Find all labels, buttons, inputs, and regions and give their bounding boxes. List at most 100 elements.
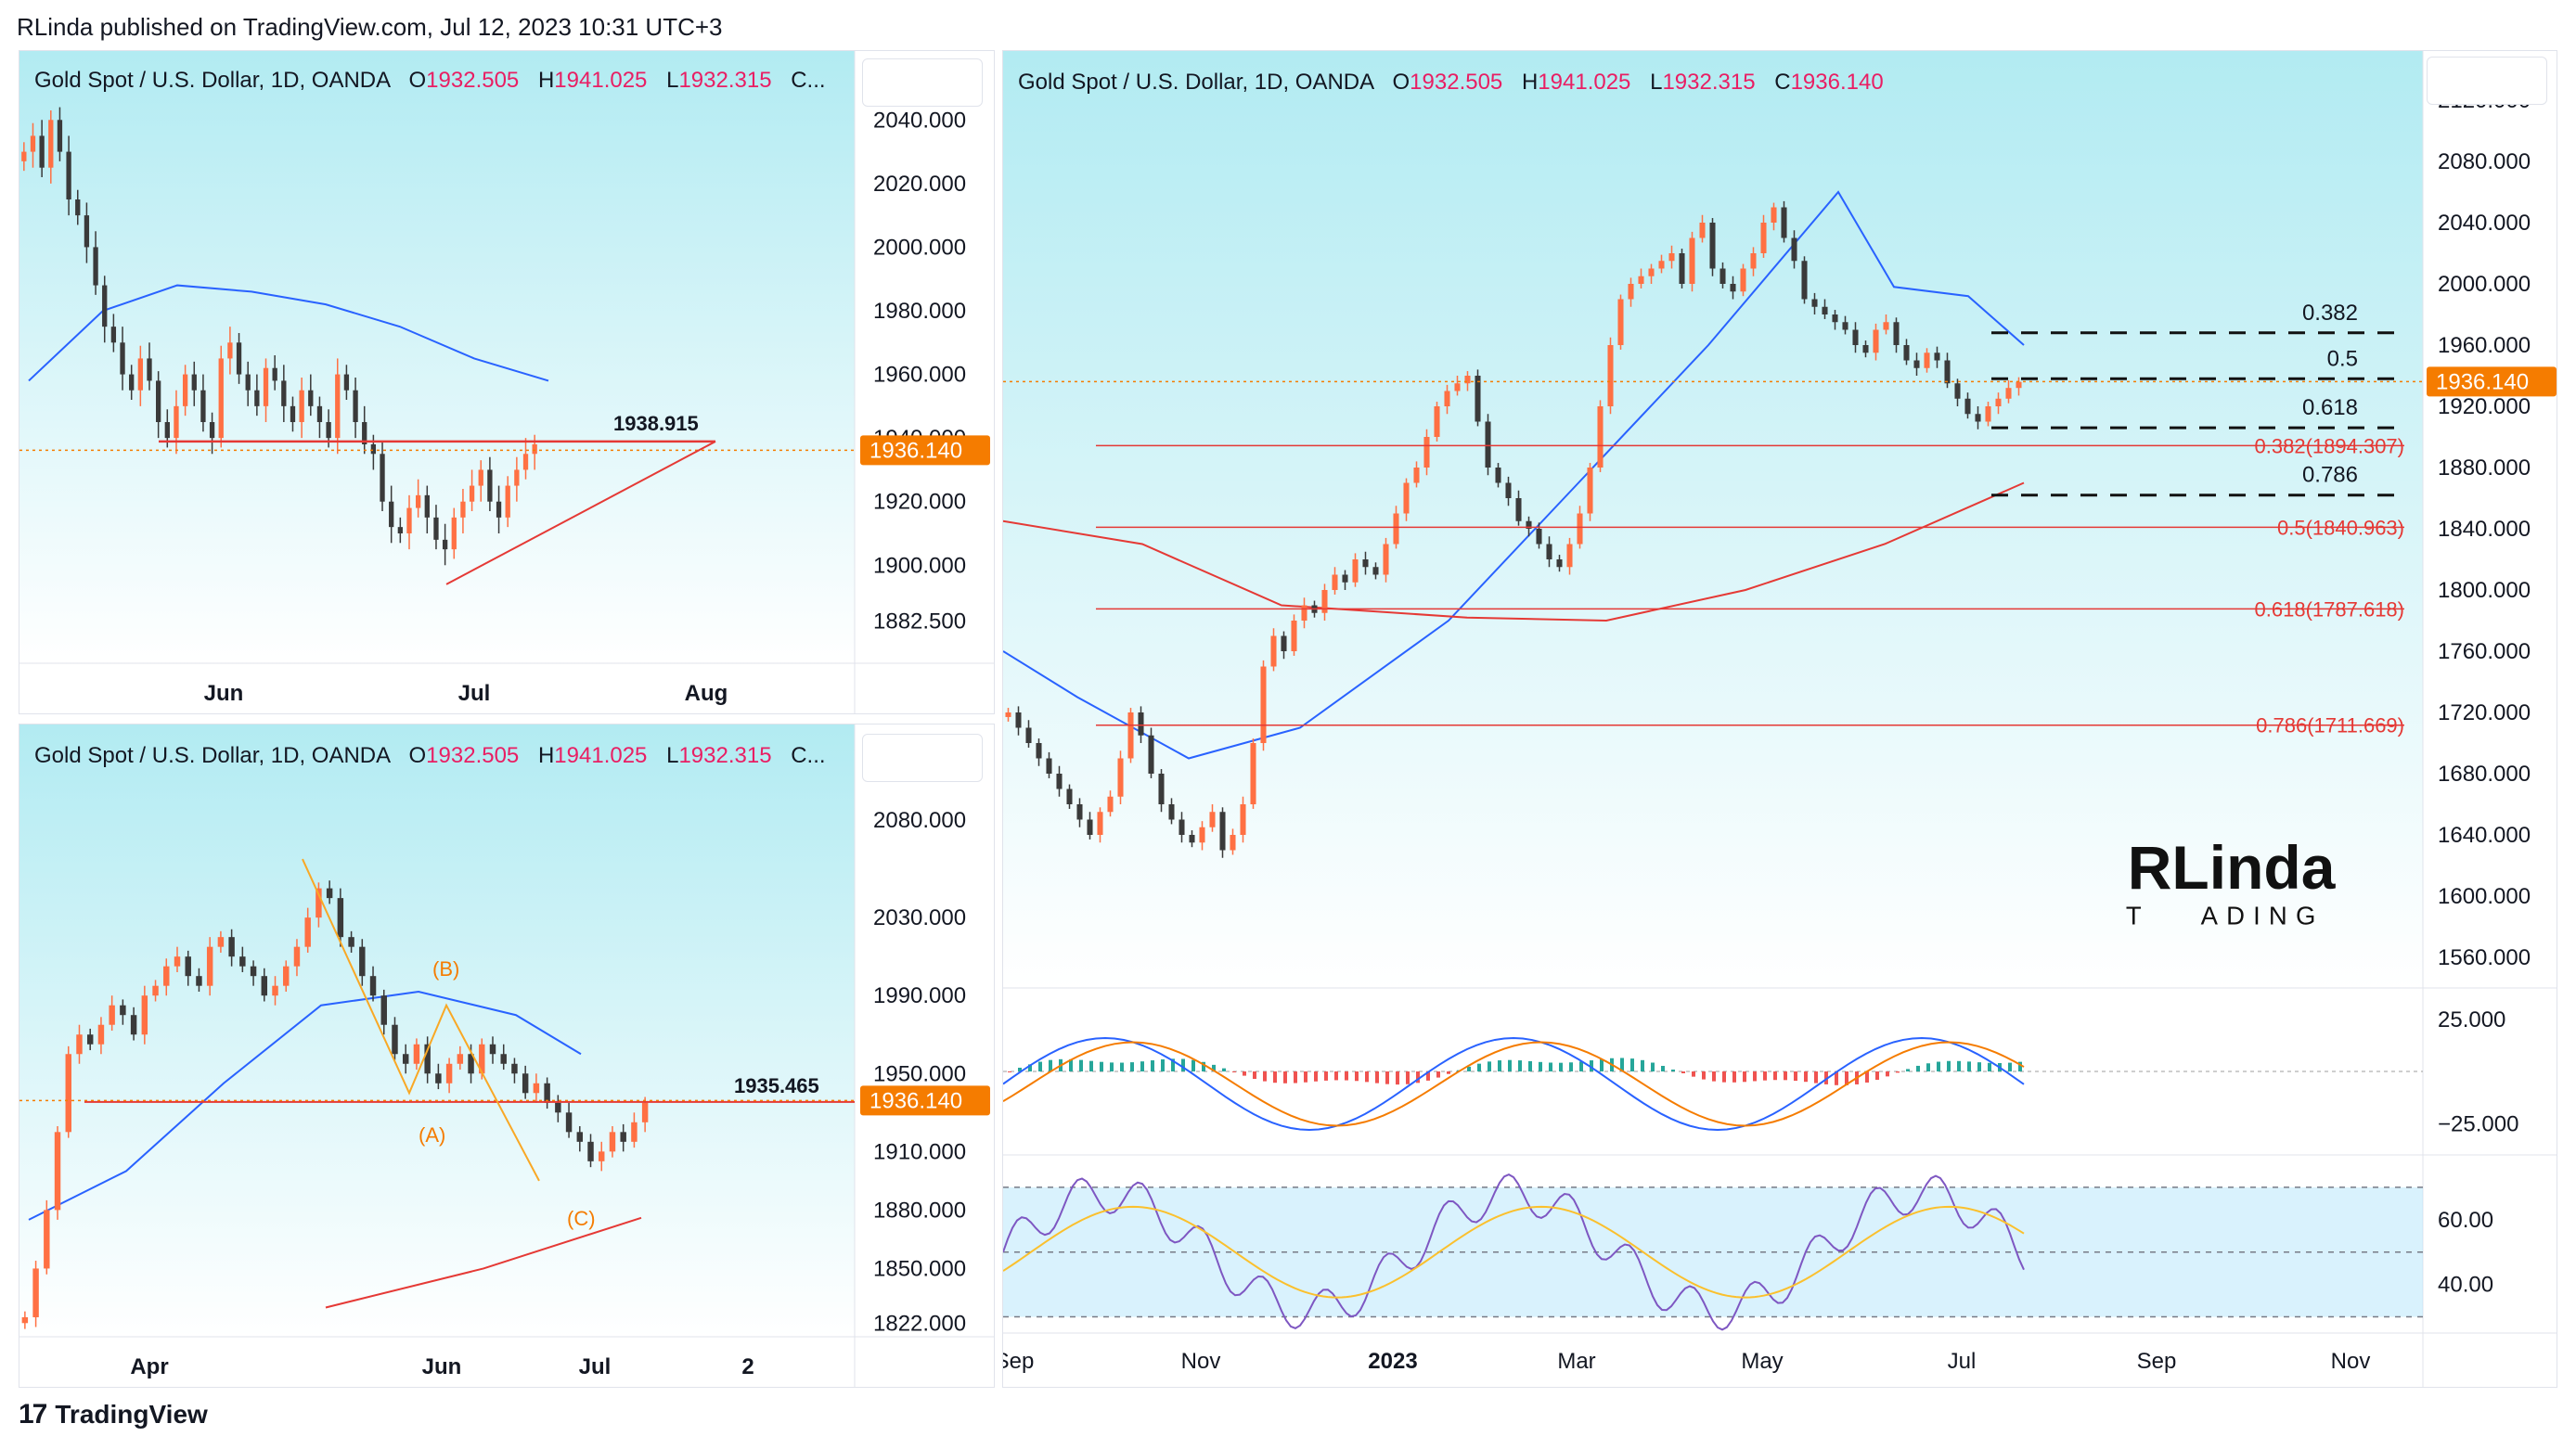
histogram-bar (1110, 1062, 1114, 1071)
histogram-bar (1243, 1071, 1246, 1076)
scale-button[interactable] (862, 58, 983, 107)
candle-body (1403, 482, 1410, 514)
candle-body (261, 976, 268, 996)
candle-body (66, 151, 71, 199)
candle-body (200, 390, 206, 422)
candle-body (137, 358, 143, 391)
candle-body (489, 1044, 496, 1055)
tradingview-footer[interactable]: 17 TradingView (19, 1399, 208, 1430)
histogram-bar (1069, 1058, 1073, 1071)
histogram-bar (1692, 1071, 1695, 1077)
candle-body (565, 1112, 573, 1133)
candle-body (1679, 253, 1685, 284)
logo-top-text: RLinda (2128, 836, 2337, 902)
legend-high: 1941.025 (554, 743, 648, 768)
x-tick-label: Aug (685, 681, 728, 706)
x-tick-label: Nov (2331, 1349, 2371, 1374)
candle-body (1689, 237, 1695, 284)
histogram-bar (1345, 1071, 1348, 1081)
candle-body (496, 501, 502, 518)
candle-body (1658, 261, 1665, 269)
candle-body (1281, 635, 1287, 651)
candle-body (1444, 391, 1450, 406)
y-tick-label: 25.000 (2438, 1007, 2505, 1032)
candle-body (44, 1210, 50, 1269)
candle-body (469, 485, 475, 502)
candle-body (1883, 322, 1889, 330)
legend-title: Gold Spot / U.S. Dollar, 1D, OANDA (1018, 70, 1373, 95)
candle-body (1587, 468, 1593, 514)
legend-open: 1932.505 (1410, 70, 1503, 95)
histogram-bar (1518, 1060, 1522, 1071)
candle-body (1219, 812, 1226, 851)
candle-body (147, 358, 152, 381)
level-label: 1938.915 (613, 412, 699, 435)
candle-body (1934, 353, 1940, 361)
histogram-bar (1814, 1071, 1818, 1084)
histogram-bar (1988, 1062, 1991, 1071)
candle-body (1209, 812, 1216, 827)
candle-body (217, 937, 225, 947)
histogram-bar (1824, 1071, 1828, 1084)
scale-button[interactable] (2427, 57, 2547, 105)
histogram-bar (1896, 1071, 1900, 1073)
candle-body (152, 985, 159, 996)
histogram-bar (1926, 1063, 1930, 1071)
y-tick-label: 1900.000 (873, 553, 966, 578)
histogram-bar (1334, 1071, 1338, 1081)
candle-body (370, 444, 377, 455)
wave-label-b: (B) (432, 957, 459, 981)
histogram-bar (1018, 1067, 1022, 1071)
candle-body (1893, 322, 1900, 345)
candle-body (1362, 559, 1369, 568)
candle-body (196, 976, 202, 986)
candle-body (337, 898, 344, 938)
moving-average-line (28, 990, 582, 1221)
candle-body (1250, 743, 1256, 804)
candle-body (522, 454, 529, 470)
candle-body (435, 1073, 442, 1084)
candle-body (209, 422, 215, 439)
logo-bottom-right-text: ADING (2201, 901, 2325, 930)
histogram-bar (1916, 1065, 1920, 1071)
candle-body (326, 422, 331, 439)
candle-body (451, 517, 457, 550)
y-tick-label: 1990.000 (873, 983, 966, 1008)
histogram-bar (1283, 1071, 1287, 1084)
histogram-bar (1549, 1062, 1552, 1071)
histogram-bar (1569, 1062, 1573, 1071)
chart-panel-right[interactable]: 0.382(1894.307) 0.5(1840.963) 0.618(1787.6… (1002, 50, 2557, 1388)
candle-body (1924, 353, 1930, 368)
x-tick-label: Sep (2137, 1349, 2177, 1374)
chart-panel-bottom-left[interactable]: (A) (B) (C) 1935.465 2080.000 2030.000 1990.00… (19, 724, 995, 1388)
candle-body (206, 946, 213, 986)
candle-body (1495, 468, 1501, 483)
candle-body (1179, 819, 1185, 835)
y-tick-label: 2000.000 (873, 235, 966, 260)
histogram-bar (1743, 1071, 1746, 1083)
moving-average-line (28, 284, 549, 382)
candle-body (1117, 758, 1124, 797)
histogram-bar (1947, 1060, 1951, 1071)
histogram-bar (1253, 1071, 1256, 1080)
x-tick-label: 2023 (1368, 1349, 1417, 1374)
candle-body (48, 120, 54, 168)
candle-body (102, 285, 108, 327)
chart-panel-top-left[interactable]: 1938.915 2040.000 2020.000 2000.000 1980.000… (19, 50, 995, 714)
candle-body (21, 151, 27, 161)
histogram-bar (1590, 1060, 1593, 1071)
candle-body (1964, 398, 1971, 415)
histogram-bar (1324, 1071, 1328, 1081)
histogram-bar (1426, 1071, 1430, 1081)
candle-body (97, 1024, 105, 1045)
candle-body (1975, 414, 1981, 422)
candle-body (174, 405, 179, 439)
candle-body (1954, 383, 1961, 399)
wave-label-c: (C) (567, 1207, 596, 1230)
candle-body (1413, 468, 1420, 483)
candle-body (239, 956, 246, 967)
triangle-support-line (445, 441, 716, 585)
y-tick-label: 1920.000 (2438, 394, 2531, 419)
candle-body (1597, 406, 1604, 468)
scale-button[interactable] (862, 734, 983, 782)
